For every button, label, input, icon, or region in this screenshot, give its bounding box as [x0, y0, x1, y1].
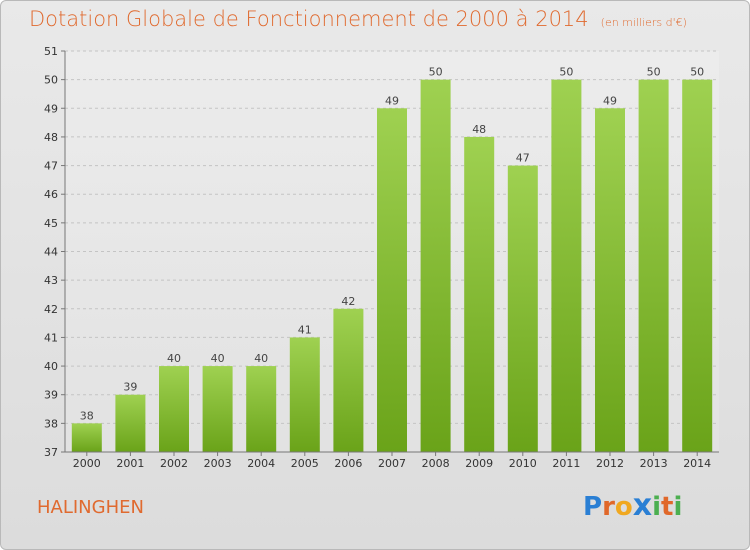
bar-2012 [595, 108, 625, 453]
data-label-2003: 40 [211, 352, 225, 365]
x-tick-label: 2002 [160, 457, 188, 470]
y-tick-label: 46 [44, 188, 58, 201]
data-label-2011: 50 [559, 66, 573, 79]
data-label-2000: 38 [80, 409, 94, 422]
bar-2014 [682, 79, 713, 453]
x-tick-label: 2012 [596, 457, 624, 470]
data-label-2006: 42 [341, 295, 355, 308]
bar-2009 [464, 136, 495, 452]
logo-letter: P [583, 492, 603, 522]
x-tick-label: 2009 [465, 457, 493, 470]
x-tick-label: 2014 [683, 457, 711, 470]
data-label-2013: 50 [647, 66, 661, 79]
x-tick-label: 2008 [422, 457, 450, 470]
y-tick-label: 51 [44, 45, 58, 58]
proxiti-logo: Proxiti [583, 488, 682, 523]
bar-2010 [507, 165, 538, 453]
chart-title: Dotation Globale de Fonctionnement de 20… [29, 7, 687, 31]
chart-title-text: Dotation Globale de Fonctionnement de 20… [29, 7, 589, 31]
data-label-2008: 50 [429, 66, 443, 79]
data-label-2012: 49 [603, 94, 617, 107]
y-tick-label: 38 [44, 417, 58, 430]
bar-2008 [420, 79, 451, 453]
y-tick-label: 50 [44, 74, 58, 87]
logo-letter: x [632, 488, 653, 523]
bar-2007 [377, 108, 407, 453]
data-label-2005: 41 [298, 323, 312, 336]
y-tick-label: 45 [44, 217, 58, 230]
y-tick-label: 43 [44, 274, 58, 287]
x-tick-label: 2010 [509, 457, 537, 470]
x-tick-label: 2007 [378, 457, 406, 470]
bar-2006 [333, 308, 364, 452]
y-tick-label: 49 [44, 102, 58, 115]
y-tick-label: 41 [44, 331, 58, 344]
y-tick-label: 39 [44, 389, 58, 402]
data-label-2007: 49 [385, 94, 399, 107]
logo-letter: r [602, 492, 615, 522]
x-tick-label: 2006 [334, 457, 362, 470]
logo-letter: i [652, 492, 662, 522]
bar-2000 [71, 423, 102, 452]
commune-name: HALINGHEN [37, 497, 144, 518]
y-tick-label: 48 [44, 131, 58, 144]
bar-2013 [638, 79, 669, 453]
chart-subtitle: (en milliers d'€) [600, 16, 687, 29]
x-tick-label: 2011 [552, 457, 580, 470]
logo-letter: t [661, 492, 674, 522]
bar-2004 [246, 366, 277, 452]
bar-2011 [551, 79, 582, 453]
data-label-2001: 39 [123, 381, 137, 394]
bar-2003 [202, 366, 233, 452]
bar-2005 [289, 337, 320, 452]
data-label-2014: 50 [690, 66, 704, 79]
data-label-2002: 40 [167, 352, 181, 365]
labels-group: 37 38 39 40 41 42 43 44 45 46 47 48 49 50 51 38 2000 39 20… [44, 45, 711, 470]
bar-2001 [115, 394, 146, 452]
logo-letter: o [614, 492, 633, 522]
data-label-2010: 47 [516, 152, 530, 165]
x-tick-label: 2013 [640, 457, 668, 470]
x-tick-label: 2004 [247, 457, 275, 470]
y-tick-label: 40 [44, 360, 58, 373]
y-tick-label: 42 [44, 303, 58, 316]
logo-letter: i [673, 492, 683, 522]
bars-group [71, 79, 713, 453]
y-tick-label: 47 [44, 160, 58, 173]
data-label-2009: 48 [472, 123, 486, 136]
x-tick-label: 2003 [204, 457, 232, 470]
data-label-2004: 40 [254, 352, 268, 365]
y-tick-label: 37 [44, 446, 58, 459]
axes-group [61, 50, 719, 456]
y-tick-label: 44 [44, 246, 58, 259]
bar-2002 [159, 366, 189, 452]
x-tick-label: 2005 [291, 457, 319, 470]
x-tick-label: 2001 [116, 457, 144, 470]
x-tick-label: 2000 [73, 457, 101, 470]
